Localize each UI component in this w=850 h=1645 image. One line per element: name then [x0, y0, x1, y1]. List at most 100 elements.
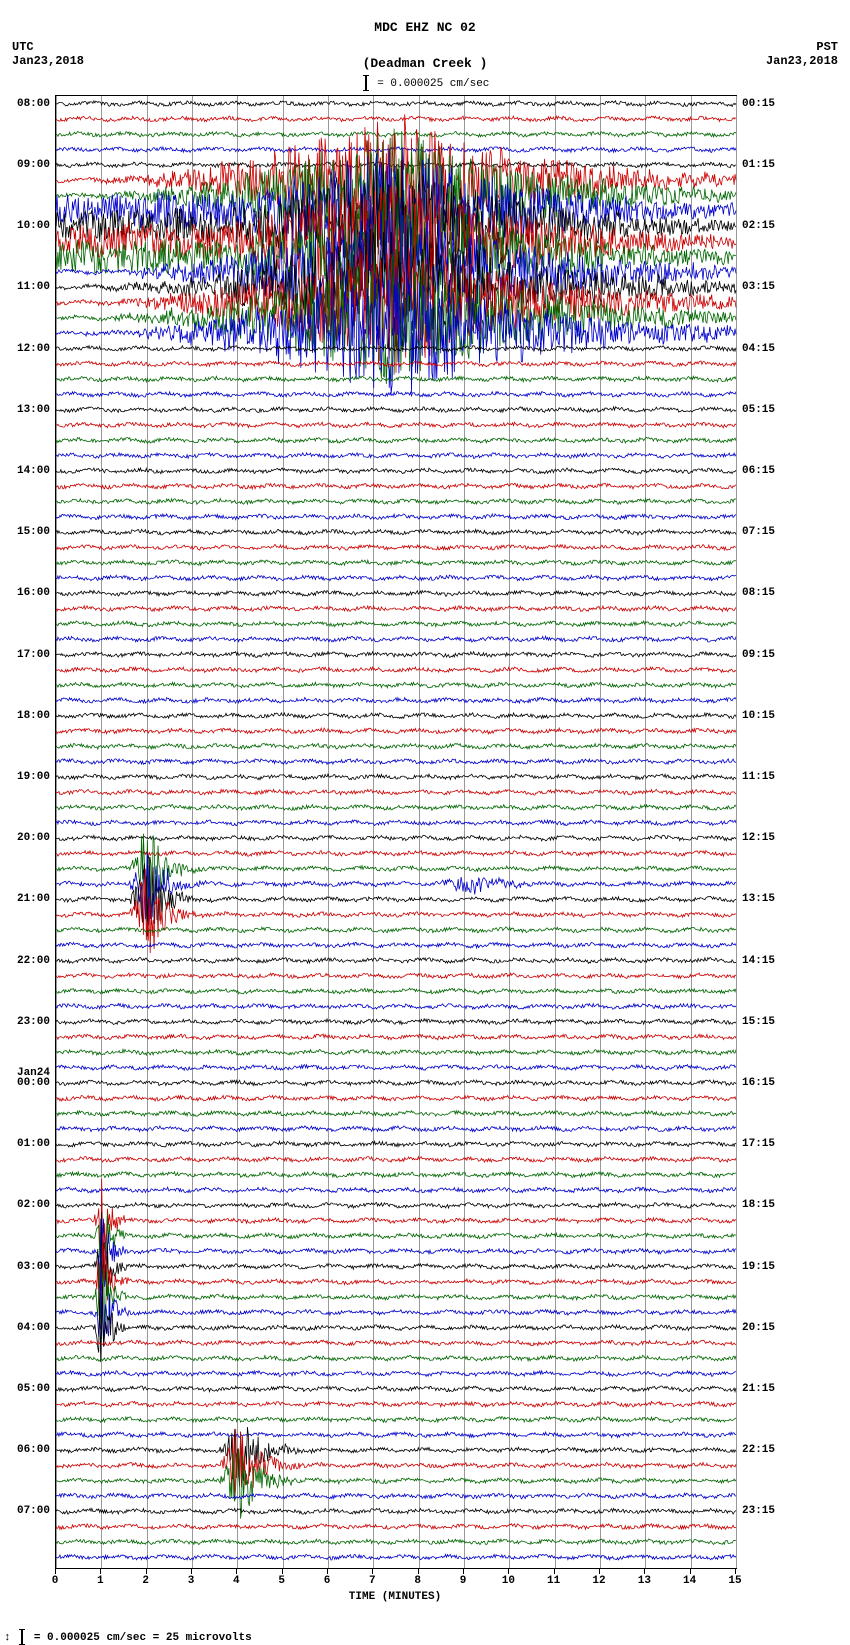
utc-hour-label: 03:00 — [0, 1261, 50, 1273]
x-tick-label: 15 — [728, 1575, 741, 1587]
pst-hour-label: 11:15 — [742, 771, 792, 783]
pst-hour-label: 08:15 — [742, 587, 792, 599]
utc-hour-label: 23:00 — [0, 1016, 50, 1028]
tz-left-label: UTC — [12, 40, 84, 54]
x-tick-label: 14 — [683, 1575, 696, 1587]
pst-hour-label: 03:15 — [742, 281, 792, 293]
pst-hour-label: 05:15 — [742, 404, 792, 416]
scale-indicator: = 0.000025 cm/sec — [0, 75, 850, 91]
grid-line — [736, 96, 737, 1568]
x-tick — [599, 1569, 600, 1574]
tz-right-date: Jan23,2018 — [766, 54, 838, 68]
utc-hour-label: 18:00 — [0, 710, 50, 722]
pst-hour-label: 18:15 — [742, 1199, 792, 1211]
utc-hour-label: 13:00 — [0, 404, 50, 416]
x-tick — [644, 1569, 645, 1574]
x-tick-label: 3 — [188, 1575, 195, 1587]
scale-bar-icon — [365, 75, 367, 91]
pst-hour-label: 15:15 — [742, 1016, 792, 1028]
x-tick — [418, 1569, 419, 1574]
x-tick-label: 7 — [369, 1575, 376, 1587]
x-tick-label: 6 — [324, 1575, 331, 1587]
footer-scale: ↕ = 0.000025 cm/sec = 25 microvolts — [0, 1629, 850, 1645]
x-tick — [327, 1569, 328, 1574]
pst-hour-label: 01:15 — [742, 159, 792, 171]
tz-right-label: PST — [766, 40, 838, 54]
utc-hour-label: 09:00 — [0, 159, 50, 171]
pst-hour-label: 04:15 — [742, 343, 792, 355]
x-tick — [690, 1569, 691, 1574]
pst-hour-label: 10:15 — [742, 710, 792, 722]
utc-hour-label: 06:00 — [0, 1444, 50, 1456]
pst-hour-label: 12:15 — [742, 832, 792, 844]
location-subtitle: (Deadman Creek ) — [0, 36, 850, 72]
pst-hour-label: 00:15 — [742, 98, 792, 110]
footer-text: = 0.000025 cm/sec = 25 microvolts — [34, 1632, 252, 1644]
utc-hour-label: 22:00 — [0, 955, 50, 967]
x-tick — [146, 1569, 147, 1574]
utc-hour-label: 05:00 — [0, 1383, 50, 1395]
utc-hour-label: 16:00 — [0, 587, 50, 599]
scale-bar-icon — [21, 1629, 23, 1645]
timezone-right: PST Jan23,2018 — [766, 40, 838, 68]
x-axis-title: TIME (MINUTES) — [349, 1591, 441, 1603]
x-tick-label: 8 — [414, 1575, 421, 1587]
pst-hour-label: 02:15 — [742, 220, 792, 232]
x-tick-label: 1 — [97, 1575, 104, 1587]
scale-text: = 0.000025 cm/sec — [377, 78, 489, 90]
pst-hour-label: 13:15 — [742, 893, 792, 905]
x-tick-label: 13 — [638, 1575, 651, 1587]
utc-hour-label: 10:00 — [0, 220, 50, 232]
x-tick-label: 10 — [502, 1575, 515, 1587]
utc-hour-label: 19:00 — [0, 771, 50, 783]
pst-hour-label: 17:15 — [742, 1138, 792, 1150]
timezone-left: UTC Jan23,2018 — [12, 40, 84, 68]
pst-hour-label: 09:15 — [742, 649, 792, 661]
utc-hour-label: 15:00 — [0, 526, 50, 538]
pst-hour-label: 23:15 — [742, 1505, 792, 1517]
utc-hour-label: 02:00 — [0, 1199, 50, 1211]
utc-hour-label: 21:00 — [0, 893, 50, 905]
x-tick — [100, 1569, 101, 1574]
seismogram-container: UTC Jan23,2018 PST Jan23,2018 MDC EHZ NC… — [0, 0, 850, 1645]
trace-row — [56, 96, 736, 1568]
pst-hour-label: 06:15 — [742, 465, 792, 477]
pst-hour-label: 22:15 — [742, 1444, 792, 1456]
pst-hour-label: 20:15 — [742, 1322, 792, 1334]
x-tick — [554, 1569, 555, 1574]
x-tick — [191, 1569, 192, 1574]
tz-left-date: Jan23,2018 — [12, 54, 84, 68]
pst-hour-label: 21:15 — [742, 1383, 792, 1395]
x-axis: TIME (MINUTES) 0123456789101112131415 — [55, 1569, 735, 1609]
x-tick — [372, 1569, 373, 1574]
x-tick — [55, 1569, 56, 1574]
station-title: MDC EHZ NC 02 — [0, 0, 850, 36]
pst-hour-label: 19:15 — [742, 1261, 792, 1273]
pst-hour-label: 14:15 — [742, 955, 792, 967]
utc-hour-label: 08:00 — [0, 98, 50, 110]
x-tick-label: 12 — [592, 1575, 605, 1587]
utc-hour-label: 01:00 — [0, 1138, 50, 1150]
utc-hour-label: 12:00 — [0, 343, 50, 355]
footer-marker: ↕ — [4, 1632, 11, 1644]
x-tick — [508, 1569, 509, 1574]
x-tick — [236, 1569, 237, 1574]
x-tick — [282, 1569, 283, 1574]
x-tick — [463, 1569, 464, 1574]
x-tick-label: 2 — [142, 1575, 149, 1587]
utc-hour-label: 14:00 — [0, 465, 50, 477]
pst-hour-label: 07:15 — [742, 526, 792, 538]
x-tick-label: 4 — [233, 1575, 240, 1587]
x-tick-label: 9 — [460, 1575, 467, 1587]
x-tick-label: 0 — [52, 1575, 59, 1587]
utc-hour-label: 17:00 — [0, 649, 50, 661]
utc-hour-label: 07:00 — [0, 1505, 50, 1517]
utc-hour-label: 11:00 — [0, 281, 50, 293]
utc-hour-label: 00:00 — [0, 1077, 50, 1089]
x-tick — [735, 1569, 736, 1574]
helicorder-plot: 08:0009:0010:0011:0012:0013:0014:0015:00… — [55, 95, 737, 1569]
utc-hour-label: 20:00 — [0, 832, 50, 844]
x-tick-label: 11 — [547, 1575, 560, 1587]
pst-hour-label: 16:15 — [742, 1077, 792, 1089]
x-tick-label: 5 — [278, 1575, 285, 1587]
